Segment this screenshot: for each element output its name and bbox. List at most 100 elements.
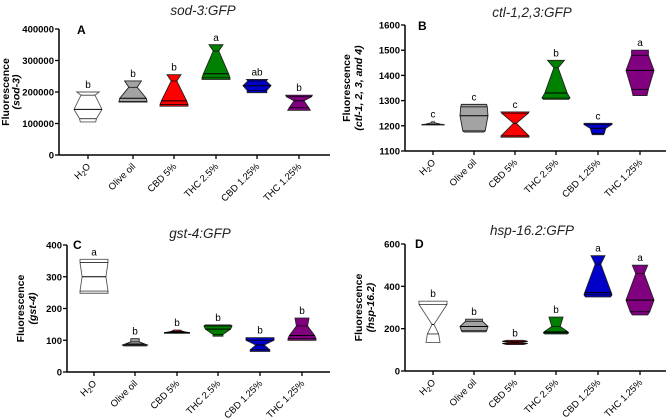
- x-tick-label: H2O: [78, 378, 99, 399]
- violin-cbd-1-25-: [583, 122, 613, 136]
- significance-letter: c: [513, 100, 518, 111]
- y-tick-label: 1200: [379, 121, 400, 132]
- y-axis-label: Fluorescence(hsp-16.2): [353, 273, 377, 341]
- x-tick-label: Olive oil: [447, 157, 479, 189]
- chart-title: ctl-1,2,3:GFP: [492, 5, 572, 20]
- y-tick-label: 200000: [22, 88, 54, 99]
- violin-thc-2-5-: [201, 44, 231, 80]
- violin-h2o: [418, 300, 448, 343]
- x-tick-label: THC 1.25%: [603, 157, 646, 200]
- y-axis-label-gene: (hsp-16.2): [365, 282, 377, 332]
- violin-cbd-5-: [159, 74, 189, 107]
- y-tick-label: 200: [46, 304, 62, 315]
- x-tick-label: CBD 5%: [487, 377, 521, 411]
- y-axis-label-text: Fluorescence: [353, 273, 365, 341]
- significance-letter: b: [257, 326, 263, 337]
- significance-letter: b: [553, 48, 559, 59]
- significance-letter: b: [430, 289, 436, 300]
- y-axis-label-text: Fluorescence: [0, 58, 12, 126]
- y-axis-label: Fluorescence(sod-3): [0, 58, 23, 126]
- significance-letter: ab: [251, 67, 263, 78]
- significance-letter: c: [431, 109, 436, 120]
- x-tick-label: Olive oil: [108, 378, 140, 410]
- significance-letter: b: [296, 83, 302, 94]
- y-tick-label: 100000: [22, 119, 54, 130]
- x-tick-label: CBD 1.25%: [560, 157, 603, 200]
- violin-thc-1-25-: [287, 317, 317, 341]
- x-tick-label: CBD 5%: [146, 161, 180, 195]
- violin-olive-oil: [459, 103, 489, 133]
- chart-title: sod-3:GFP: [170, 3, 235, 18]
- y-tick-label: 400: [384, 282, 400, 293]
- y-tick-label: 0: [49, 151, 54, 162]
- significance-letter: a: [91, 247, 97, 258]
- y-tick-label: 0: [395, 367, 400, 378]
- significance-letter: b: [471, 307, 477, 318]
- panel-label: C: [73, 238, 82, 252]
- x-tick-label: THC 1.25%: [262, 161, 305, 204]
- y-axis-label-text: Fluorescence: [341, 54, 353, 122]
- x-tick-label: H2O: [417, 157, 438, 178]
- y-tick-label: 1300: [379, 96, 400, 107]
- chart-title: hsp-16.2:GFP: [490, 223, 574, 238]
- y-tick-label: 1600: [379, 21, 400, 32]
- significance-letter: b: [553, 305, 559, 316]
- significance-letter: c: [472, 92, 477, 103]
- y-tick-label: 300: [46, 272, 62, 283]
- x-tick-label: H2O: [417, 377, 438, 398]
- violin-thc-1-25-: [625, 264, 655, 316]
- panel-label: D: [415, 237, 424, 251]
- significance-letter: b: [130, 69, 136, 80]
- significance-letter: c: [596, 111, 601, 122]
- significance-letter: b: [171, 63, 177, 74]
- y-tick-label: 600: [384, 240, 400, 251]
- y-tick-label: 1500: [379, 46, 400, 57]
- significance-letter: a: [637, 253, 643, 264]
- significance-letter: b: [512, 328, 518, 339]
- violin-olive-oil: [118, 80, 148, 103]
- violin-h2o: [73, 91, 103, 123]
- significance-letter: b: [85, 80, 91, 91]
- x-tick-label: Olive oil: [447, 377, 479, 409]
- y-tick-label: 300000: [22, 56, 54, 67]
- violin-thc-2-5-: [203, 324, 233, 337]
- significance-letter: b: [299, 306, 305, 317]
- y-tick-label: 400000: [22, 25, 54, 36]
- panel-label: A: [77, 23, 86, 37]
- x-tick-label: Olive oil: [106, 161, 138, 193]
- violin-thc-1-25-: [285, 94, 313, 111]
- x-tick-label: CBD 5%: [487, 157, 521, 191]
- x-tick-label: CBD 1.25%: [222, 378, 265, 420]
- y-tick-label: 100: [46, 336, 62, 347]
- y-tick-label: 200: [384, 324, 400, 335]
- y-tick-label: 400: [46, 241, 62, 252]
- x-tick-label: THC 2.5%: [184, 378, 223, 417]
- y-axis-label: Fluorescence(gst-4): [15, 274, 39, 342]
- y-axis-label: Fluorescence(ctl-1, 2, 3, and 4): [341, 45, 365, 131]
- y-axis-label-gene: (sod-3): [11, 74, 23, 110]
- violin-thc-2-5-: [541, 59, 571, 100]
- significance-letter: a: [213, 33, 219, 44]
- significance-letter: b: [215, 313, 221, 324]
- chart-title: gst-4:GFP: [169, 226, 231, 241]
- significance-letter: b: [174, 318, 180, 329]
- significance-letter: a: [637, 38, 643, 49]
- panel-label: B: [418, 19, 427, 33]
- y-tick-label: 1400: [379, 71, 400, 82]
- x-tick-label: THC 1.25%: [265, 378, 308, 420]
- x-tick-label: CBD 5%: [149, 378, 183, 412]
- violin-thc-1-25-: [625, 49, 655, 97]
- y-axis-label-text: Fluorescence: [15, 274, 27, 342]
- x-tick-label: H2O: [72, 161, 93, 182]
- violin-cbd-1-25-: [583, 255, 613, 298]
- significance-letter: b: [132, 327, 138, 338]
- violin-thc-2-5-: [542, 316, 570, 335]
- violin-cbd-5-: [500, 111, 530, 138]
- x-tick-label: THC 2.5%: [522, 377, 561, 416]
- y-axis-label-gene: (ctl-1, 2, 3, and 4): [353, 45, 365, 131]
- significance-letter: a: [595, 244, 601, 255]
- y-tick-label: 1100: [379, 147, 400, 158]
- x-tick-label: CBD 1.25%: [560, 377, 603, 420]
- x-tick-label: THC 1.25%: [603, 377, 646, 420]
- x-tick-label: THC 2.5%: [522, 157, 561, 196]
